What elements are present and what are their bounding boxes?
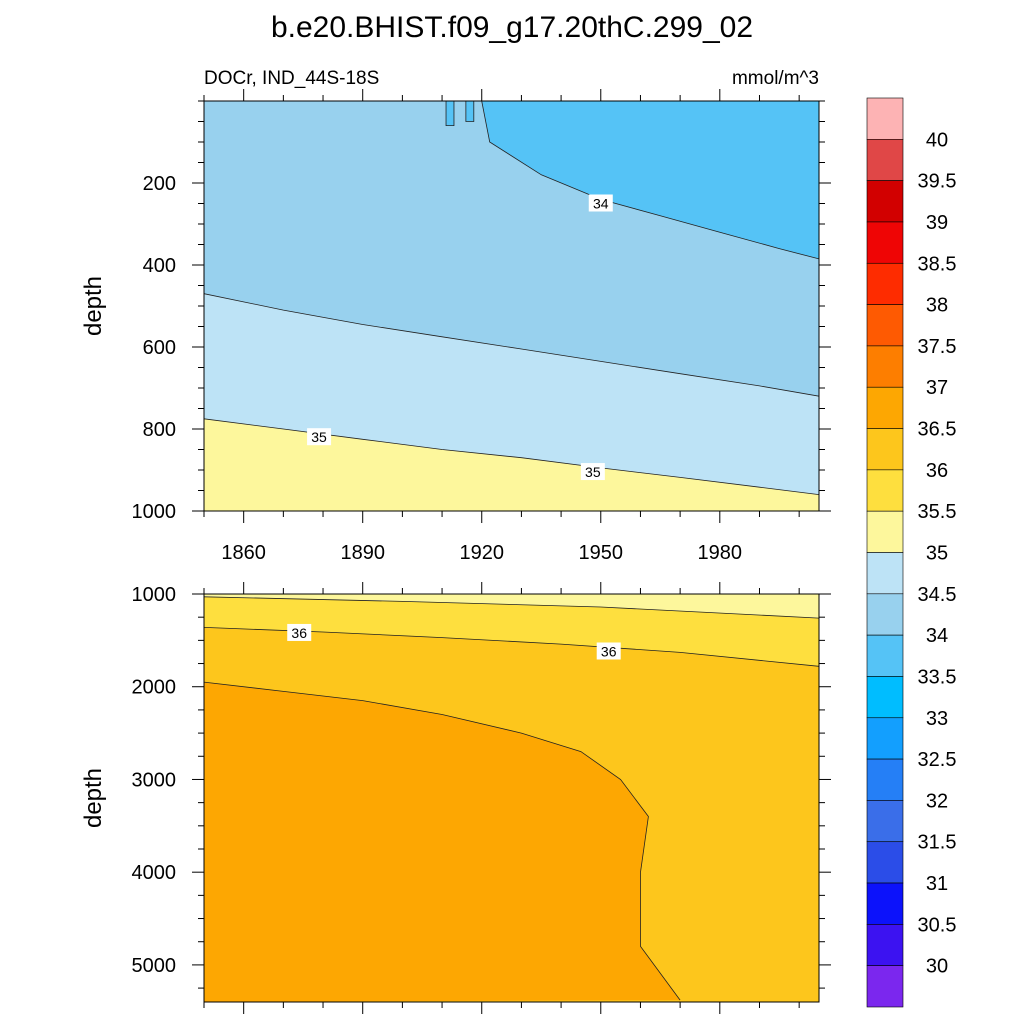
colorbar-swatch-20 bbox=[866, 924, 904, 966]
upper-axis-ticks: 1860 1890 1920 1950 1980 200 400 600 800 1000 bbox=[132, 89, 831, 564]
colorbar-label-9: 35.5 bbox=[918, 501, 957, 523]
colorbar-label-0: 40 bbox=[926, 129, 948, 151]
colorbar-label-15: 32.5 bbox=[918, 749, 957, 771]
x-tick-label: 1950 bbox=[579, 542, 624, 564]
colorbar-label-13: 33.5 bbox=[918, 666, 957, 688]
colorbar-label-7: 36.5 bbox=[918, 419, 957, 441]
upper-contour-labels: 34 35 35 bbox=[307, 194, 613, 481]
lower-axis-ticks: 1000 2000 3000 4000 5000 bbox=[132, 582, 831, 1014]
contour-label-bg-0 bbox=[287, 623, 312, 641]
chart-title: b.e20.BHIST.f09_g17.20thC.299_02 bbox=[271, 11, 753, 44]
colorbar-label-6: 37 bbox=[926, 377, 948, 399]
colorbar-swatch-3 bbox=[866, 221, 904, 264]
upper-right-label: mmol/m^3 bbox=[732, 68, 819, 89]
contour-label-bg-0 bbox=[588, 194, 613, 212]
y-tick-label: 3000 bbox=[132, 769, 177, 791]
lower-contour-fills bbox=[204, 594, 819, 1002]
contour-fill-region-2 bbox=[204, 418, 819, 511]
contour-label-bg-1 bbox=[307, 428, 332, 446]
colorbar-swatch-21 bbox=[866, 965, 904, 1008]
upper-contour-fills bbox=[204, 100, 819, 511]
colorbar-swatch-5 bbox=[866, 304, 904, 347]
lower-y-axis-label: depth bbox=[80, 768, 107, 828]
contour-line-34.5 bbox=[203, 293, 820, 397]
colorbar-label-2: 39 bbox=[926, 212, 948, 234]
contour-fill-region-0 bbox=[481, 101, 819, 259]
x-tick-label: 1920 bbox=[459, 542, 504, 564]
colorbar-label-19: 30.5 bbox=[918, 914, 957, 936]
contour-line-36.5 bbox=[203, 681, 681, 1001]
contour-fill-region-2 bbox=[204, 682, 681, 1002]
colorbar-swatch-7 bbox=[866, 386, 904, 429]
contour-label-1: 36 bbox=[601, 643, 617, 659]
colorbar-label-10: 35 bbox=[926, 543, 948, 565]
contour-label-0: 34 bbox=[593, 196, 609, 212]
colorbar-label-12: 34 bbox=[926, 625, 948, 647]
contour-spike-0 bbox=[445, 100, 455, 126]
lower-plot-frame bbox=[203, 593, 820, 1003]
contour-label-0: 36 bbox=[291, 625, 307, 641]
upper-y-axis-label: depth bbox=[80, 276, 107, 336]
colorbar-swatch-19 bbox=[866, 882, 904, 925]
y-tick-label: 600 bbox=[143, 337, 176, 359]
colorbar-label-20: 30 bbox=[926, 956, 948, 978]
colorbar-swatch-13 bbox=[866, 634, 904, 677]
colorbar-swatch-4 bbox=[866, 262, 904, 305]
y-tick-label: 1000 bbox=[132, 584, 177, 606]
colorbar-swatch-11 bbox=[866, 552, 904, 595]
colorbar: 40 39.5 39 38.5 38 37.5 37 36.5 36 35.5 35 34.5 34 33… bbox=[866, 97, 957, 1008]
colorbar-label-17: 31.5 bbox=[918, 832, 957, 854]
colorbar-swatch-16 bbox=[866, 758, 904, 801]
colorbar-swatch-2 bbox=[866, 180, 904, 223]
x-tick-label: 1860 bbox=[221, 542, 266, 564]
colorbar-swatch-10 bbox=[866, 510, 904, 553]
y-tick-label: 5000 bbox=[132, 955, 177, 977]
y-tick-label: 2000 bbox=[132, 677, 177, 699]
lower-contour-panel: depth 36 36 1000 2000 3000 4000 5000 bbox=[80, 582, 831, 1014]
colorbar-label-1: 39.5 bbox=[918, 171, 957, 193]
y-tick-label: 200 bbox=[143, 173, 176, 195]
y-tick-label: 800 bbox=[143, 419, 176, 441]
colorbar-label-5: 37.5 bbox=[918, 336, 957, 358]
x-tick-label: 1980 bbox=[698, 542, 743, 564]
y-tick-label: 1000 bbox=[132, 501, 177, 523]
colorbar-swatch-6 bbox=[866, 345, 904, 388]
colorbar-label-14: 33 bbox=[926, 708, 948, 730]
y-tick-label: 400 bbox=[143, 255, 176, 277]
colorbar-label-16: 32 bbox=[926, 790, 948, 812]
contour-line-35.5 bbox=[203, 596, 820, 619]
contour-label-bg-2 bbox=[580, 463, 605, 481]
contour-label-1: 35 bbox=[311, 429, 327, 445]
colorbar-swatch-9 bbox=[866, 469, 904, 512]
colorbar-label-4: 38 bbox=[926, 295, 948, 317]
colorbar-swatch-14 bbox=[866, 676, 904, 719]
colorbar-swatch-18 bbox=[866, 841, 904, 884]
colorbar-label-3: 38.5 bbox=[918, 253, 957, 275]
upper-plot-frame bbox=[203, 100, 820, 512]
colorbar-swatch-0 bbox=[866, 97, 904, 140]
colorbar-swatch-15 bbox=[866, 717, 904, 760]
colorbar-label-18: 31 bbox=[926, 873, 948, 895]
upper-contour-panel: DOCr, IND_44S-18S mmol/m^3 depth 343535 … bbox=[80, 68, 831, 564]
y-tick-label: 4000 bbox=[132, 862, 177, 884]
contour-label-2: 35 bbox=[585, 464, 601, 480]
colorbar-swatch-8 bbox=[866, 428, 904, 471]
colorbar-swatch-12 bbox=[866, 593, 904, 636]
colorbar-label-11: 34.5 bbox=[918, 584, 957, 606]
colorbar-swatch-17 bbox=[866, 800, 904, 843]
colorbar-swatch-1 bbox=[866, 139, 904, 181]
upper-left-label: DOCr, IND_44S-18S bbox=[204, 68, 379, 89]
contour-spike-1 bbox=[465, 100, 475, 122]
contour-line-34 bbox=[481, 100, 820, 260]
colorbar-label-8: 36 bbox=[926, 460, 948, 482]
x-tick-label: 1890 bbox=[340, 542, 385, 564]
contour-label-bg-1 bbox=[596, 642, 621, 660]
lower-contour-labels: 36 36 bbox=[287, 623, 621, 660]
